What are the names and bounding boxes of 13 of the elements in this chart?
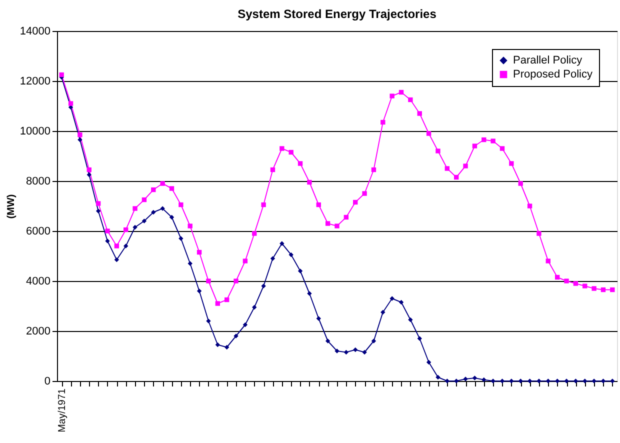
chart-title: System Stored Energy Trajectories	[238, 7, 437, 21]
y-tick-label: 6000	[26, 226, 50, 238]
y-tick-label: 8000	[26, 176, 50, 188]
y-tick-label: 0	[44, 376, 50, 388]
x-tick-label: May/1971	[57, 388, 68, 432]
y-axis-title: (MW)	[6, 194, 17, 219]
y-tick-label: 10000	[20, 126, 50, 138]
legend-label: Proposed Policy	[513, 68, 593, 80]
y-tick-label: 12000	[20, 76, 50, 88]
y-tick-label: 14000	[20, 26, 50, 38]
legend-label: Parallel Policy	[513, 54, 583, 66]
y-tick-label: 4000	[26, 276, 50, 288]
y-tick-label: 2000	[26, 326, 50, 338]
